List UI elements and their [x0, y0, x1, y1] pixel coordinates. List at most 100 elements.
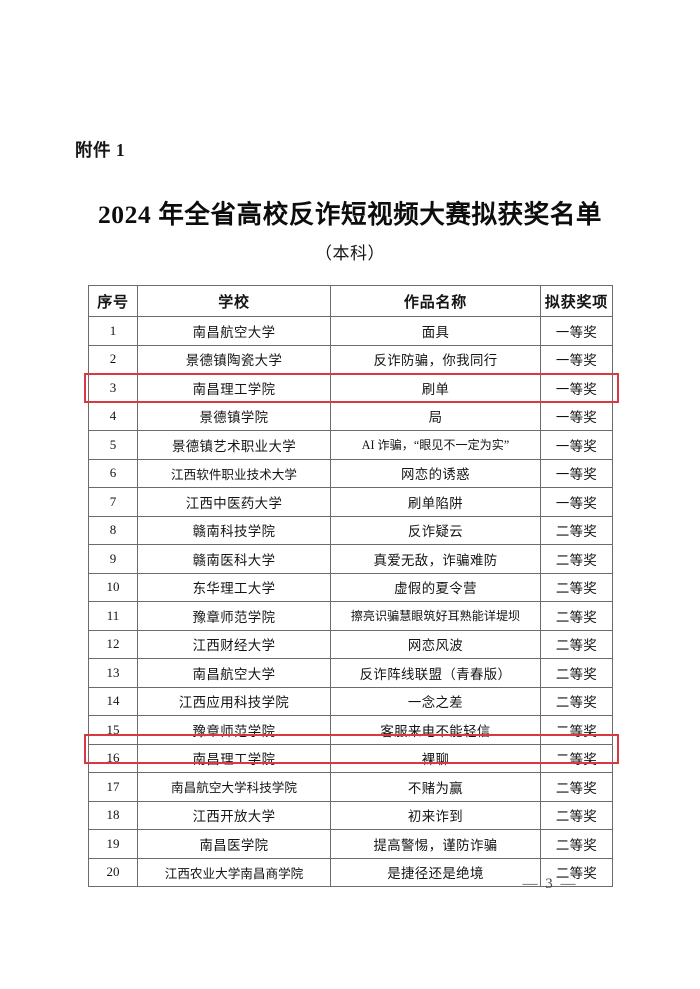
- table-row: 9 赣南医科大学 真爱无敌，诈骗难防 二等奖: [88, 544, 613, 574]
- cell-work: 不赌为赢: [330, 772, 541, 802]
- cell-index: 20: [88, 857, 138, 887]
- cell-index: 16: [88, 743, 138, 773]
- cell-work: 真爱无敌，诈骗难防: [330, 544, 541, 574]
- cell-index: 18: [88, 800, 138, 830]
- cell-index: 7: [88, 487, 138, 517]
- attachment-label: 附件 1: [75, 140, 126, 160]
- table-row: 17 南昌航空大学科技学院 不赌为赢 二等奖: [88, 772, 613, 802]
- table-row: 7 江西中医药大学 刷单陷阱 一等奖: [88, 487, 613, 517]
- cell-work: 客服来电不能轻信: [330, 715, 541, 745]
- cell-school: 江西应用科技学院: [137, 686, 331, 716]
- cell-work: 反诈疑云: [330, 515, 541, 545]
- cell-school: 南昌航空大学: [137, 316, 331, 346]
- cell-school: 豫章师范学院: [137, 601, 331, 631]
- table-row: 4 景德镇学院局一等奖: [88, 401, 613, 431]
- cell-index: 14: [88, 686, 138, 716]
- table-row: 3 南昌理工学院 刷单 一等奖: [88, 373, 613, 403]
- cell-school: 南昌理工学院: [137, 373, 331, 403]
- table-row: 5 景德镇艺术职业大学 AI 诈骗，“眼见不一定为实” 一等奖: [88, 430, 613, 460]
- cell-award: 一等奖: [540, 487, 613, 517]
- cell-index: 9: [88, 544, 138, 574]
- cell-school: 景德镇陶瓷大学: [137, 344, 331, 374]
- cell-school: 景德镇艺术职业大学: [137, 430, 331, 460]
- table-row: 14 江西应用科技学院 一念之差 二等奖: [88, 686, 613, 716]
- cell-work: 网恋风波: [330, 629, 541, 659]
- column-header-award: 拟获奖项: [540, 285, 613, 317]
- cell-school: 南昌理工学院: [137, 743, 331, 773]
- table-row: 13 南昌航空大学 反诈阵线联盟（青春版） 二等奖: [88, 658, 613, 688]
- table-row: 11 豫章师范学院 擦亮识骗慧眼筑好耳熟能详堤坝 二等奖: [88, 601, 613, 631]
- column-header-work: 作品名称: [330, 285, 541, 317]
- cell-award: 一等奖: [540, 430, 613, 460]
- table-body: 1 南昌航空大学 面具 一等奖 2 景德镇陶瓷大学 反诈防骗，你我同行 一等奖 3 南昌理工学院刷…: [88, 316, 613, 887]
- cell-award: 二等奖: [540, 800, 613, 830]
- cell-work: 擦亮识骗慧眼筑好耳熟能详堤坝: [330, 601, 541, 631]
- cell-award: 一等奖: [540, 344, 613, 374]
- cell-school: 江西农业大学南昌商学院: [137, 857, 331, 887]
- cell-work: 刷单: [330, 373, 541, 403]
- table-row: 8 赣南科技学院 反诈疑云 二等奖: [88, 515, 613, 545]
- cell-school: 南昌航空大学科技学院: [137, 772, 331, 802]
- cell-school: 景德镇学院: [137, 401, 331, 431]
- cell-index: 19: [88, 829, 138, 859]
- column-header-school: 学校: [137, 285, 331, 317]
- table-header-row: 序号 学校 作品名称 拟获奖项: [88, 285, 613, 317]
- column-header-index: 序号: [88, 285, 138, 317]
- cell-work: 局: [330, 401, 541, 431]
- cell-award: 二等奖: [540, 715, 613, 745]
- cell-school: 东华理工大学: [137, 572, 331, 602]
- table-row: 1 南昌航空大学 面具 一等奖: [88, 316, 613, 346]
- cell-work: 裸聊: [330, 743, 541, 773]
- cell-school: 赣南医科大学: [137, 544, 331, 574]
- cell-award: 一等奖: [540, 401, 613, 431]
- cell-index: 8: [88, 515, 138, 545]
- cell-award: 二等奖: [540, 686, 613, 716]
- cell-award: 二等奖: [540, 572, 613, 602]
- cell-school: 江西财经大学: [137, 629, 331, 659]
- table-row: 12 江西财经大学 网恋风波 二等奖: [88, 629, 613, 659]
- cell-award: 一等奖: [540, 316, 613, 346]
- cell-work: 面具: [330, 316, 541, 346]
- cell-index: 11: [88, 601, 138, 631]
- table-row: 18 江西开放大学 初来诈到 二等奖: [88, 800, 613, 830]
- cell-index: 1: [88, 316, 138, 346]
- table-row: 6 江西软件职业技术大学 网恋的诱惑 一等奖: [88, 458, 613, 488]
- table-row: 19 南昌医学院 提高警惕，谨防诈骗 二等奖: [88, 829, 613, 859]
- cell-school: 南昌航空大学: [137, 658, 331, 688]
- cell-work: 一念之差: [330, 686, 541, 716]
- cell-work: 网恋的诱惑: [330, 458, 541, 488]
- table-row: 16 南昌理工学院 裸聊 二等奖: [88, 743, 613, 773]
- table-row: 2 景德镇陶瓷大学 反诈防骗，你我同行 一等奖: [88, 344, 613, 374]
- cell-index: 6: [88, 458, 138, 488]
- cell-index: 2: [88, 344, 138, 374]
- page-number-footer: — 3 —: [522, 876, 578, 892]
- page-title: 2024 年全省高校反诈短视频大赛拟获奖名单: [97, 200, 603, 229]
- cell-award: 二等奖: [540, 601, 613, 631]
- cell-award: 二等奖: [540, 544, 613, 574]
- cell-index: 4: [88, 401, 138, 431]
- cell-school: 豫章师范学院: [137, 715, 331, 745]
- cell-award: 二等奖: [540, 629, 613, 659]
- table-row: 20 江西农业大学南昌商学院 是捷径还是绝境 二等奖: [88, 857, 613, 887]
- cell-index: 3: [88, 373, 138, 403]
- cell-award: 二等奖: [540, 743, 613, 773]
- cell-work: 刷单陷阱: [330, 487, 541, 517]
- cell-award: 二等奖: [540, 829, 613, 859]
- cell-work: 虚假的夏令营: [330, 572, 541, 602]
- page-subtitle: （本科）: [315, 244, 385, 263]
- cell-index: 12: [88, 629, 138, 659]
- cell-award: 一等奖: [540, 458, 613, 488]
- table-row: 10 东华理工大学 虚假的夏令营 二等奖: [88, 572, 613, 602]
- cell-award: 二等奖: [540, 857, 613, 887]
- cell-index: 5: [88, 430, 138, 460]
- award-table: 序号 学校 作品名称 拟获奖项 1 南昌航空大学 面具 一等奖 2 景德镇陶瓷大学 反诈防骗…: [88, 285, 613, 887]
- cell-work: 反诈阵线联盟（青春版）: [330, 658, 541, 688]
- cell-award: 二等奖: [540, 772, 613, 802]
- cell-work: AI 诈骗，“眼见不一定为实”: [330, 430, 541, 460]
- cell-index: 17: [88, 772, 138, 802]
- cell-index: 15: [88, 715, 138, 745]
- table-row: 15 豫章师范学院 客服来电不能轻信 二等奖: [88, 715, 613, 745]
- cell-award: 一等奖: [540, 373, 613, 403]
- table-header: 序号 学校 作品名称 拟获奖项: [88, 285, 613, 317]
